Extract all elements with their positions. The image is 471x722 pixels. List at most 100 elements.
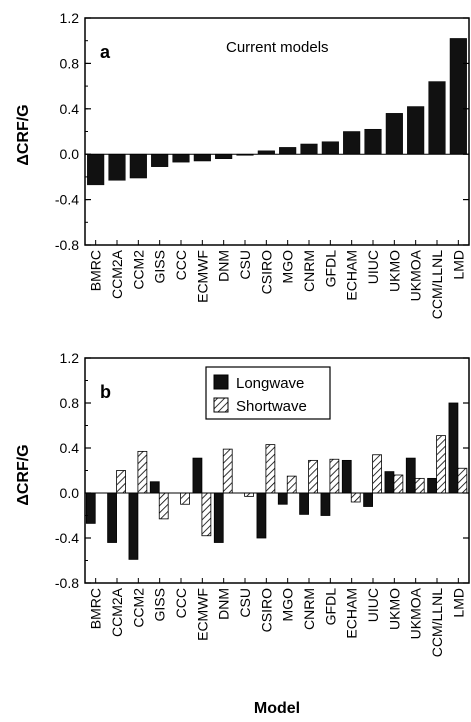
x-tick-label: CCM/LLNL <box>429 250 445 319</box>
bar <box>172 153 190 163</box>
bar-longwave <box>405 457 416 494</box>
bar <box>87 153 105 186</box>
bar-shortwave <box>350 492 361 503</box>
y-tick-label: 1.2 <box>60 10 80 26</box>
y-tick-label: -0.4 <box>55 530 79 546</box>
x-tick-label: CCM2A <box>109 587 125 637</box>
panel-a-y-ticks: 1.2 0.8 0.4 0.0 -0.4 -0.8 <box>55 10 469 253</box>
y-tick-label: 0.0 <box>60 485 80 501</box>
y-tick-label: 0.4 <box>60 101 80 117</box>
x-tick-label: CSU <box>237 588 253 618</box>
x-tick-label: LMD <box>450 250 466 280</box>
bar-shortwave <box>116 470 126 494</box>
x-tick-label: ECMWF <box>194 588 210 641</box>
bar <box>364 128 382 155</box>
panel-a-annotation: Current models <box>226 39 329 56</box>
bar-longwave <box>448 402 459 494</box>
x-tick-label: CCM/LLNL <box>429 588 445 657</box>
bar-shortwave <box>244 492 254 497</box>
bar <box>279 147 297 155</box>
panel-b-letter: b <box>100 382 111 402</box>
legend-longwave-label: Longwave <box>236 375 304 392</box>
bar-shortwave <box>201 492 212 537</box>
x-tick-label: CNRM <box>301 250 317 292</box>
bar <box>257 150 275 155</box>
y-tick-label: 0.8 <box>60 55 80 71</box>
x-tick-label: UKMO <box>386 250 402 292</box>
bar-longwave <box>85 492 96 524</box>
x-tick-label: CSIRO <box>258 588 274 632</box>
bar-shortwave <box>137 450 148 494</box>
bar-longwave <box>427 477 437 494</box>
panel-b-bars <box>85 402 468 560</box>
y-tick-label: 0.4 <box>60 440 80 456</box>
x-tick-label: UKMOA <box>408 587 424 639</box>
x-tick-label: UIUC <box>365 588 381 622</box>
x-tick-label: GFDL <box>322 588 338 626</box>
bar <box>449 38 467 155</box>
bar <box>343 131 361 155</box>
bar-shortwave <box>457 467 468 494</box>
x-tick-label: ECHAM <box>344 588 360 639</box>
bar-longwave <box>277 492 288 505</box>
x-tick-label: CSIRO <box>258 250 274 294</box>
x-tick-label: CCC <box>173 588 189 618</box>
x-tick-label: MGO <box>280 588 296 622</box>
bar <box>151 153 169 167</box>
bar-shortwave <box>180 492 190 505</box>
x-tick-label: CSU <box>237 250 253 280</box>
bar <box>321 141 339 155</box>
panel-a-letter: a <box>100 42 111 62</box>
panel-a-x-ticks: BMRC CCM2A CCM2 GISS CCC ECMWF DNM CSU CSIRO MGO C… <box>88 240 466 319</box>
bar <box>385 113 403 155</box>
x-tick-label: BMRC <box>88 250 104 291</box>
x-tick-label: CCM2 <box>130 250 146 290</box>
bar <box>193 153 211 162</box>
bar <box>129 153 147 179</box>
x-tick-label: CNRM <box>301 588 317 630</box>
x-tick-label: CCM2A <box>109 249 125 299</box>
bar-shortwave <box>414 477 425 494</box>
legend: Longwave Shortwave <box>205 366 331 420</box>
bar <box>428 81 446 155</box>
panel-b-x-ticks: BMRC CCM2A CCM2 GISS CCC ECMWF DNM CSU CSIRO MGO C… <box>88 578 466 657</box>
bar-longwave <box>299 492 309 515</box>
bar-shortwave <box>265 444 276 494</box>
bar-longwave <box>341 459 352 494</box>
x-tick-label: UIUC <box>365 250 381 284</box>
panel-b-y-ticks: 1.2 0.8 0.4 0.0 -0.4 -0.8 <box>55 350 469 591</box>
bar <box>215 153 233 159</box>
bar-longwave <box>213 492 224 543</box>
y-tick-label: -0.8 <box>55 237 79 253</box>
panel-a-y-axis-label: ΔCRF/G <box>15 104 32 165</box>
bar-shortwave <box>329 458 340 494</box>
bar-shortwave <box>222 448 233 494</box>
bar-shortwave <box>436 435 446 494</box>
bar-shortwave <box>158 492 169 520</box>
x-tick-label: GFDL <box>322 250 338 288</box>
panel-a-bars <box>87 38 467 186</box>
x-tick-label: DNM <box>216 588 232 620</box>
x-axis-label: Model <box>254 700 300 717</box>
x-tick-label: CCM2 <box>130 588 146 628</box>
x-tick-label: LMD <box>450 588 466 618</box>
bar-shortwave <box>286 475 297 494</box>
x-tick-label: ECHAM <box>344 250 360 301</box>
y-tick-label: 0.8 <box>60 395 80 411</box>
y-tick-label: 1.2 <box>60 350 80 366</box>
x-tick-label: UKMOA <box>408 249 424 301</box>
bar-longwave <box>128 492 139 560</box>
legend-longwave-swatch <box>213 374 229 390</box>
x-tick-label: UKMO <box>386 588 402 630</box>
x-tick-label: GISS <box>152 588 168 621</box>
bar-longwave <box>149 481 160 494</box>
bar <box>407 106 425 155</box>
x-tick-label: BMRC <box>88 588 104 629</box>
x-tick-label: CCC <box>173 250 189 280</box>
bar <box>108 153 126 181</box>
x-tick-label: ECMWF <box>194 250 210 303</box>
legend-shortwave-label: Shortwave <box>236 398 307 415</box>
bar-longwave <box>192 457 203 494</box>
legend-shortwave-swatch <box>213 397 229 413</box>
